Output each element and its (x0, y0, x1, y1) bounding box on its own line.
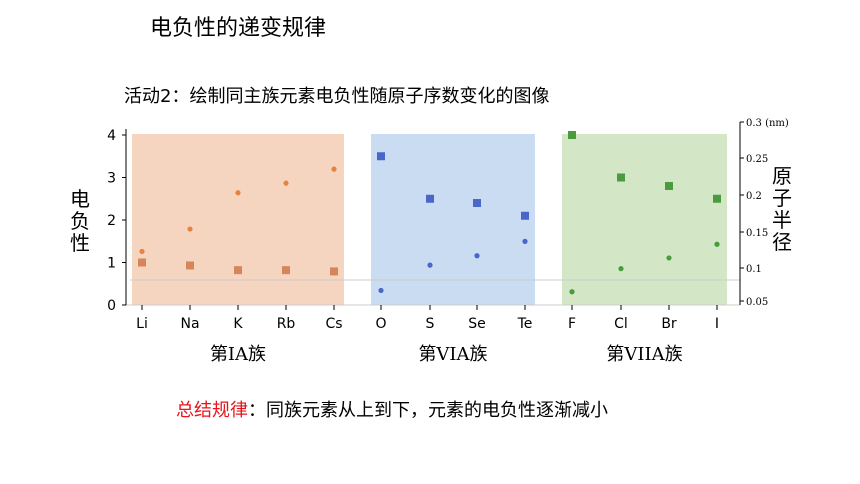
group-label-3: 第VIIA族 (606, 344, 682, 365)
left-y-axis: 0 1 2 3 4 (107, 128, 127, 314)
radius-point-Na (187, 226, 193, 232)
summary-rest: ：同族元素从上到下，元素的电负性逐渐减小 (248, 400, 608, 421)
radius-point-O (378, 287, 384, 294)
radius-point-Br (666, 255, 672, 261)
x-tick-label: Li (136, 316, 148, 332)
right-tick-label: 0.3 (nm) (746, 118, 789, 129)
electronegativity-point-Cs (330, 267, 338, 276)
left-tick-label: 3 (107, 171, 116, 187)
group-band-1 (132, 134, 344, 305)
right-tick-label: 0.05 (746, 297, 768, 308)
left-tick-label: 1 (107, 256, 116, 272)
electronegativity-point-Te (521, 211, 529, 220)
activity-heading: 活动2：绘制同主族元素电负性随原子序数变化的图像 (124, 86, 550, 107)
left-axis-title: 电负性 (70, 187, 90, 255)
x-tick-label: Br (661, 316, 677, 332)
right-tick-label: 0.1 (746, 264, 762, 275)
electronegativity-point-Rb (282, 266, 290, 275)
group-band-2 (371, 134, 535, 305)
x-tick-label: Cs (325, 316, 342, 332)
x-tick-label: Se (468, 316, 486, 332)
x-tick-label: S (426, 316, 435, 332)
group-bands (132, 134, 727, 305)
electronegativity-point-Br (665, 182, 673, 190)
electronegativity-point-Cl (617, 173, 625, 182)
group-label-1: 第IA族 (210, 344, 266, 365)
axis-titles: 电负性 原子半径 (70, 164, 792, 255)
electronegativity-point-Na (186, 261, 194, 270)
electronegativity-point-K (234, 266, 242, 275)
right-tick-label: 0.25 (746, 154, 768, 165)
x-tick-label: Rb (277, 316, 296, 332)
group-labels: 第IA族 第VIA族 第VIIA族 (210, 344, 683, 365)
radius-point-Li (139, 248, 145, 255)
data-marks (138, 131, 721, 295)
x-axis: Li Na K Rb Cs O S Se Te F Cl Br I (136, 305, 719, 332)
right-axis-title: 原子半径 (772, 164, 792, 254)
radius-point-Cs (331, 166, 337, 172)
electronegativity-point-S (426, 194, 434, 203)
electronegativity-point-O (377, 152, 385, 161)
radius-point-Rb (283, 180, 289, 186)
radius-point-Cl (618, 266, 624, 272)
electronegativity-point-F (568, 131, 576, 139)
left-tick-label: 2 (107, 213, 116, 229)
x-tick-label: O (375, 316, 386, 332)
radius-point-S (427, 262, 433, 268)
x-tick-label: Cl (614, 316, 628, 332)
electronegativity-point-Se (473, 199, 481, 207)
left-tick-label: 0 (107, 298, 116, 314)
page-title: 电负性的递变规律 (150, 16, 327, 41)
x-tick-label: F (568, 316, 576, 332)
radius-point-K (235, 190, 241, 196)
radius-point-Se (474, 253, 480, 259)
right-tick-label: 0.15 (746, 228, 768, 239)
x-tick-label: K (233, 316, 243, 332)
radius-point-Te (522, 238, 528, 244)
right-y-axis: 0.05 0.1 0.15 0.2 0.25 0.3 (nm) (739, 118, 789, 308)
group-label-2: 第VIA族 (418, 344, 487, 365)
x-tick-label: Na (180, 316, 199, 332)
x-tick-label: I (715, 316, 719, 332)
left-tick-label: 4 (107, 128, 116, 144)
right-tick-label: 0.2 (746, 191, 762, 202)
radius-point-F (569, 289, 575, 295)
group-band-3 (562, 134, 727, 305)
summary-lead: 总结规律 (176, 400, 248, 421)
x-tick-label: Te (517, 316, 533, 332)
electronegativity-point-Li (138, 258, 146, 267)
electronegativity-point-I (713, 194, 721, 203)
summary-text: 总结规律：同族元素从上到下，元素的电负性逐渐减小 (176, 396, 608, 422)
radius-point-I (714, 241, 720, 247)
